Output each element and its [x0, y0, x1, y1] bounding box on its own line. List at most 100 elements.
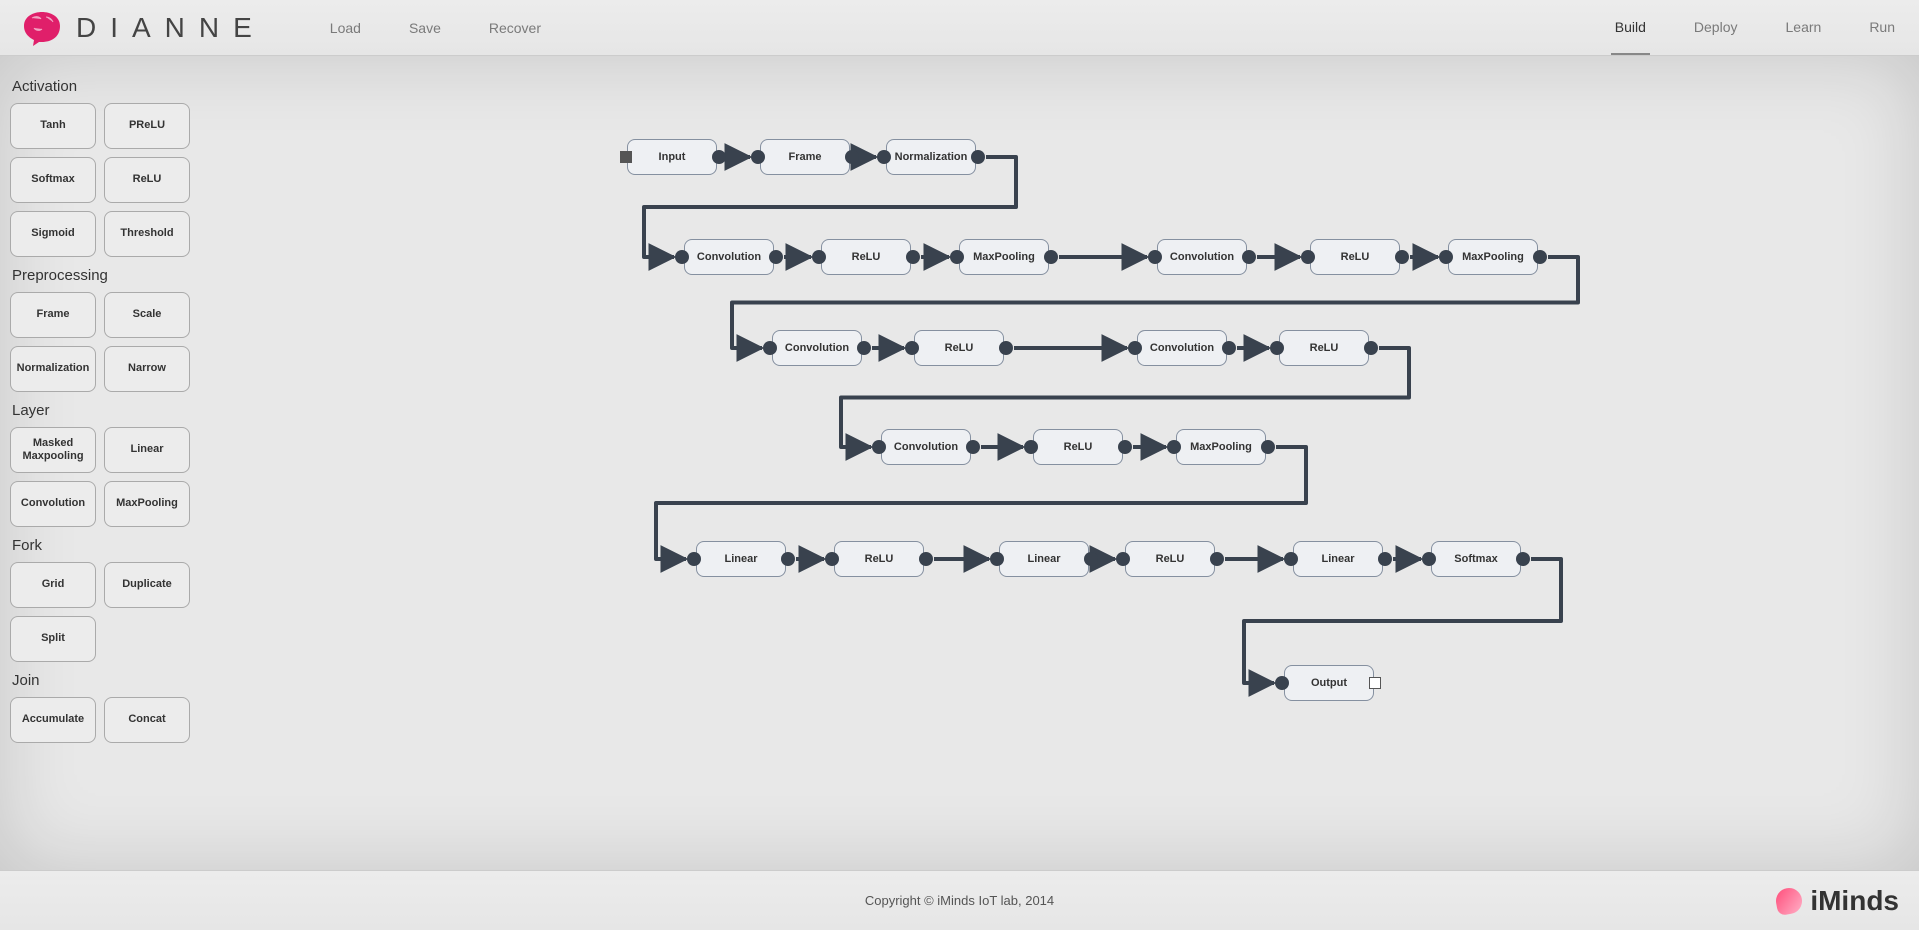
port-out[interactable] [1210, 552, 1224, 566]
node-softmax[interactable]: Softmax [1431, 541, 1521, 577]
port-in[interactable] [763, 341, 777, 355]
port-in[interactable] [1275, 676, 1289, 690]
node-convolution[interactable]: Convolution [684, 239, 774, 275]
palette-item-sigmoid[interactable]: Sigmoid [10, 211, 96, 257]
port-out[interactable] [781, 552, 795, 566]
node-relu[interactable]: ReLU [1033, 429, 1123, 465]
palette-item-tanh[interactable]: Tanh [10, 103, 96, 149]
node-frame[interactable]: Frame [760, 139, 850, 175]
port-out[interactable] [1378, 552, 1392, 566]
port-out[interactable] [999, 341, 1013, 355]
palette-item-maxpooling[interactable]: MaxPooling [104, 481, 190, 527]
node-output[interactable]: Output [1284, 665, 1374, 701]
port-out[interactable] [971, 150, 985, 164]
port-out[interactable] [1222, 341, 1236, 355]
node-relu[interactable]: ReLU [1125, 541, 1215, 577]
port-out[interactable] [906, 250, 920, 264]
palette-item-softmax[interactable]: Softmax [10, 157, 96, 203]
port-in[interactable] [687, 552, 701, 566]
port-in[interactable] [620, 151, 632, 163]
node-label: ReLU [1064, 441, 1093, 453]
node-normalization[interactable]: Normalization [886, 139, 976, 175]
palette-item-narrow[interactable]: Narrow [104, 346, 190, 392]
port-out[interactable] [1369, 677, 1381, 689]
port-out[interactable] [1516, 552, 1530, 566]
node-label: Convolution [697, 251, 761, 263]
menu-item-save[interactable]: Save [405, 2, 445, 54]
node-linear[interactable]: Linear [999, 541, 1089, 577]
port-out[interactable] [1044, 250, 1058, 264]
node-convolution[interactable]: Convolution [881, 429, 971, 465]
port-in[interactable] [751, 150, 765, 164]
port-out[interactable] [1533, 250, 1547, 264]
menu-item-load[interactable]: Load [326, 2, 365, 54]
palette-item-prelu[interactable]: PReLU [104, 103, 190, 149]
port-out[interactable] [1261, 440, 1275, 454]
palette-item-accumulate[interactable]: Accumulate [10, 697, 96, 743]
port-out[interactable] [919, 552, 933, 566]
node-linear[interactable]: Linear [1293, 541, 1383, 577]
node-relu[interactable]: ReLU [821, 239, 911, 275]
node-relu[interactable]: ReLU [834, 541, 924, 577]
port-out[interactable] [712, 150, 726, 164]
canvas[interactable]: Input Frame Normalization Convolution ReLU Ma… [200, 56, 1919, 870]
port-in[interactable] [1116, 552, 1130, 566]
node-relu[interactable]: ReLU [914, 330, 1004, 366]
port-in[interactable] [1270, 341, 1284, 355]
port-out[interactable] [845, 150, 859, 164]
port-in[interactable] [1422, 552, 1436, 566]
node-linear[interactable]: Linear [696, 541, 786, 577]
palette-item-relu[interactable]: ReLU [104, 157, 190, 203]
port-in[interactable] [1148, 250, 1162, 264]
node-relu[interactable]: ReLU [1310, 239, 1400, 275]
port-in[interactable] [675, 250, 689, 264]
port-in[interactable] [1284, 552, 1298, 566]
palette-item-masked-maxpooling[interactable]: Masked Maxpooling [10, 427, 96, 473]
palette-section-fork: Fork [12, 537, 188, 554]
port-in[interactable] [877, 150, 891, 164]
port-in[interactable] [905, 341, 919, 355]
tab-build[interactable]: Build [1611, 1, 1650, 55]
node-input[interactable]: Input [627, 139, 717, 175]
node-convolution[interactable]: Convolution [1157, 239, 1247, 275]
port-out[interactable] [857, 341, 871, 355]
palette-item-scale[interactable]: Scale [104, 292, 190, 338]
port-in[interactable] [1439, 250, 1453, 264]
port-out[interactable] [1084, 552, 1098, 566]
port-in[interactable] [825, 552, 839, 566]
footer-text: Copyright © iMinds IoT lab, 2014 [865, 893, 1054, 908]
port-in[interactable] [1167, 440, 1181, 454]
tab-deploy[interactable]: Deploy [1690, 1, 1742, 55]
node-maxpooling[interactable]: MaxPooling [959, 239, 1049, 275]
palette-item-concat[interactable]: Concat [104, 697, 190, 743]
palette-item-normalization[interactable]: Normalization [10, 346, 96, 392]
port-in[interactable] [950, 250, 964, 264]
node-maxpooling[interactable]: MaxPooling [1176, 429, 1266, 465]
palette-item-linear[interactable]: Linear [104, 427, 190, 473]
palette-item-convolution[interactable]: Convolution [10, 481, 96, 527]
palette-item-grid[interactable]: Grid [10, 562, 96, 608]
palette-item-frame[interactable]: Frame [10, 292, 96, 338]
tab-learn[interactable]: Learn [1782, 1, 1826, 55]
port-out[interactable] [769, 250, 783, 264]
node-maxpooling[interactable]: MaxPooling [1448, 239, 1538, 275]
palette-item-threshold[interactable]: Threshold [104, 211, 190, 257]
port-out[interactable] [1364, 341, 1378, 355]
port-in[interactable] [1128, 341, 1142, 355]
port-in[interactable] [872, 440, 886, 454]
port-out[interactable] [1242, 250, 1256, 264]
node-convolution[interactable]: Convolution [772, 330, 862, 366]
port-out[interactable] [1118, 440, 1132, 454]
node-relu[interactable]: ReLU [1279, 330, 1369, 366]
menu-item-recover[interactable]: Recover [485, 2, 545, 54]
port-out[interactable] [1395, 250, 1409, 264]
port-in[interactable] [1024, 440, 1038, 454]
port-in[interactable] [1301, 250, 1315, 264]
tab-run[interactable]: Run [1865, 1, 1899, 55]
port-in[interactable] [990, 552, 1004, 566]
port-out[interactable] [966, 440, 980, 454]
port-in[interactable] [812, 250, 826, 264]
node-convolution[interactable]: Convolution [1137, 330, 1227, 366]
palette-item-duplicate[interactable]: Duplicate [104, 562, 190, 608]
palette-item-split[interactable]: Split [10, 616, 96, 662]
